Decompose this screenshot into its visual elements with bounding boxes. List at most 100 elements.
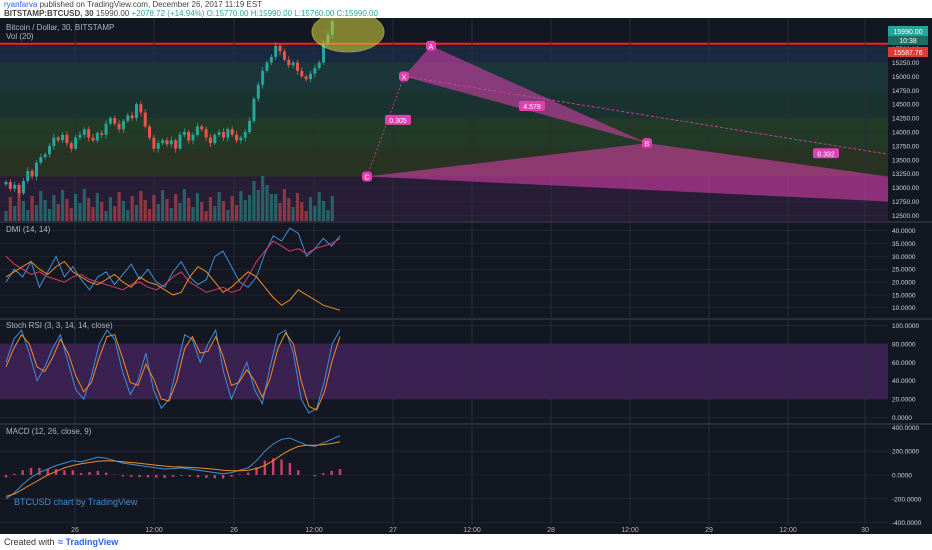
x-tick-label: 27 bbox=[389, 527, 397, 534]
macd-histogram-bar bbox=[130, 475, 133, 477]
x-tick-label: 12:00 bbox=[463, 527, 481, 534]
y-tick-label: 0.0000 bbox=[892, 415, 912, 422]
created-with-text: Created with bbox=[4, 537, 55, 547]
axes: 26 12:00 26 12:00 27 12:00 28 12:00 29 12:00 30 155… bbox=[71, 46, 922, 534]
y-tick-label: 13250.00 bbox=[892, 171, 919, 178]
pattern-ratio-bg bbox=[813, 148, 839, 159]
publisher-name[interactable]: ryanfarva bbox=[4, 0, 38, 9]
countdown-label: 10:38 bbox=[899, 38, 917, 45]
macd-histogram-bar bbox=[121, 475, 125, 477]
volume-bar bbox=[248, 195, 252, 221]
volume-bar bbox=[8, 197, 12, 221]
volume-bar bbox=[117, 192, 121, 221]
volume-bar bbox=[230, 196, 234, 221]
volume-bar bbox=[174, 194, 178, 221]
macd-pane bbox=[4, 435, 342, 500]
y-tick-label: 40.0000 bbox=[892, 228, 916, 235]
volume-bar bbox=[295, 193, 300, 221]
candle-body bbox=[8, 182, 12, 189]
chart-canvas[interactable]: X A B C 0.305 4.578 8.392 26 12:00 26 12:00 27 12:0… bbox=[0, 18, 932, 534]
y-tick-label: 12500.00 bbox=[892, 213, 919, 220]
macd-histogram-bar bbox=[46, 469, 49, 475]
volume-bar bbox=[87, 198, 91, 221]
volume-bar bbox=[269, 194, 273, 221]
volume-bar bbox=[304, 211, 308, 221]
macd-histogram-bar bbox=[213, 475, 216, 479]
macd-histogram-bar bbox=[171, 475, 175, 477]
pattern-ratio-label: 8.392 bbox=[817, 151, 835, 158]
red-line-label-bg bbox=[888, 47, 928, 57]
y-tick-label: 15000.00 bbox=[892, 74, 919, 81]
y-tick-label: 14000.00 bbox=[892, 130, 919, 137]
x-tick-label: 28 bbox=[547, 527, 555, 534]
macd-histogram-bar bbox=[330, 470, 333, 475]
pattern-ratio-bg bbox=[385, 114, 411, 125]
volume-bar bbox=[130, 196, 134, 221]
candle-body bbox=[95, 133, 99, 141]
volume-bar bbox=[21, 201, 25, 221]
candle-body bbox=[121, 120, 125, 130]
pattern-triangle-bcd bbox=[367, 143, 888, 202]
x-tick-label: 29 bbox=[705, 527, 713, 534]
volume-bar bbox=[104, 211, 108, 221]
red-line-label: 15587.76 bbox=[893, 50, 922, 57]
volume-bar bbox=[78, 203, 82, 221]
volume-bar bbox=[113, 206, 117, 221]
pattern-ratio-label: 4.578 bbox=[523, 104, 541, 111]
volume-bar bbox=[204, 211, 208, 221]
candle-body bbox=[282, 51, 286, 60]
candle-body bbox=[226, 129, 230, 138]
last-price: 15990.00 bbox=[95, 9, 130, 18]
macd-histogram-bar bbox=[246, 472, 250, 475]
macd-histogram-bar bbox=[338, 469, 342, 475]
candle-body bbox=[61, 134, 65, 141]
pattern-point-label: C bbox=[364, 175, 369, 182]
macd-histogram-bar bbox=[4, 475, 8, 478]
y-tick-label: 14250.00 bbox=[892, 116, 919, 123]
candle-body bbox=[156, 143, 160, 149]
volume-bar bbox=[278, 203, 282, 221]
indicator-series-line bbox=[5, 260, 341, 311]
candle-body bbox=[239, 137, 243, 141]
macd-histogram-bar bbox=[230, 475, 233, 477]
pattern-point-marker bbox=[399, 71, 409, 82]
candle-body bbox=[322, 43, 326, 63]
ohlc-values: O:15770.00 H:15990.00 L:15760.00 C:15990… bbox=[206, 9, 378, 18]
candle-body bbox=[78, 134, 82, 138]
candle-body bbox=[278, 45, 282, 52]
price-band bbox=[0, 118, 888, 149]
published-info: published on TradingView.com, December 2… bbox=[39, 0, 263, 9]
volume-bar bbox=[243, 200, 247, 221]
tradingview-logo[interactable]: ≈ TradingView bbox=[58, 537, 119, 547]
candle-body bbox=[178, 134, 182, 149]
volume-bar bbox=[317, 192, 321, 221]
volume-bar bbox=[69, 208, 73, 221]
macd-histogram-bar bbox=[38, 467, 41, 475]
macd-histogram-bar bbox=[188, 475, 191, 477]
candle-body bbox=[43, 154, 47, 158]
harmonic-pattern[interactable]: X A B C 0.305 4.578 8.392 bbox=[362, 40, 889, 202]
y-tick-label: 80.0000 bbox=[892, 341, 916, 348]
candle-body bbox=[217, 132, 221, 135]
volume-bar bbox=[108, 197, 112, 221]
macd-histogram-bar bbox=[288, 463, 292, 475]
volume-bar bbox=[221, 201, 226, 221]
volume-bar bbox=[178, 203, 182, 221]
candle-body bbox=[26, 170, 30, 181]
ticker-symbol: BITSTAMP:BTCUSD, 30 bbox=[4, 9, 94, 18]
macd-histogram-bar bbox=[196, 475, 200, 478]
candle-body bbox=[34, 162, 38, 177]
volume-bar bbox=[39, 191, 43, 221]
candle-body bbox=[108, 118, 112, 124]
macd-histogram-bar bbox=[54, 469, 58, 475]
candle-body bbox=[187, 132, 191, 141]
candle-body bbox=[13, 184, 17, 189]
candle-body bbox=[195, 126, 199, 135]
indicator-series-line bbox=[5, 237, 341, 293]
candle-body bbox=[269, 56, 273, 63]
candle-body bbox=[143, 112, 147, 127]
volume-bar bbox=[13, 206, 17, 221]
volume-bar bbox=[4, 211, 8, 221]
volume-bar bbox=[65, 199, 69, 221]
candle-body bbox=[82, 129, 86, 135]
